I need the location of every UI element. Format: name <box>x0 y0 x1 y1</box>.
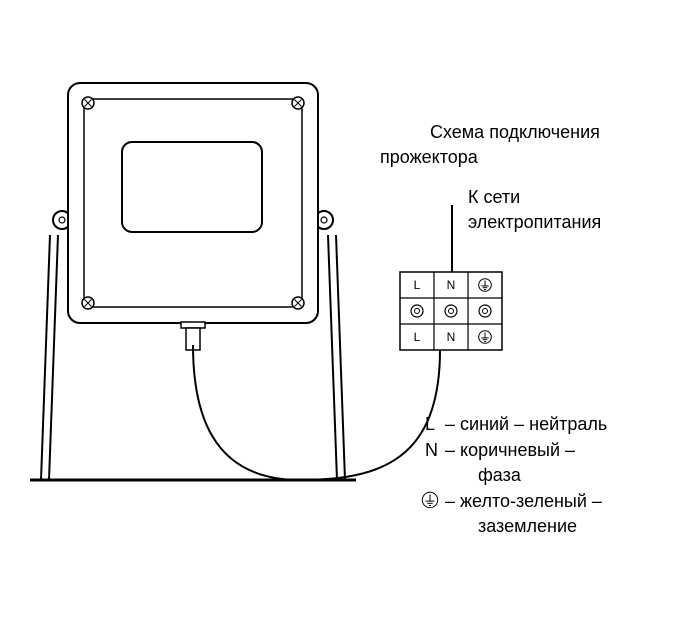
svg-text:L: L <box>414 278 421 292</box>
svg-text:L: L <box>414 330 421 344</box>
legend-N-text2: фаза <box>478 463 521 487</box>
legend-N-letter: N <box>425 438 438 462</box>
title-line1: Схема подключения <box>430 120 600 144</box>
legend-L-text: – синий – нейтраль <box>445 412 607 436</box>
diagram-stage: LNLN Схема подключения прожектора К сети… <box>0 0 700 623</box>
mains-line2: электропитания <box>468 210 601 234</box>
diagram-svg: LNLN <box>0 0 700 623</box>
svg-text:N: N <box>447 278 456 292</box>
svg-text:N: N <box>447 330 456 344</box>
title-line2: прожектора <box>380 145 478 169</box>
legend-L-letter: L <box>425 412 435 436</box>
legend-G-text: – желто-зеленый – <box>445 489 602 513</box>
legend-N-text: – коричневый – <box>445 438 575 462</box>
legend-G-text2: заземление <box>478 514 577 538</box>
mains-line1: К сети <box>468 185 520 209</box>
